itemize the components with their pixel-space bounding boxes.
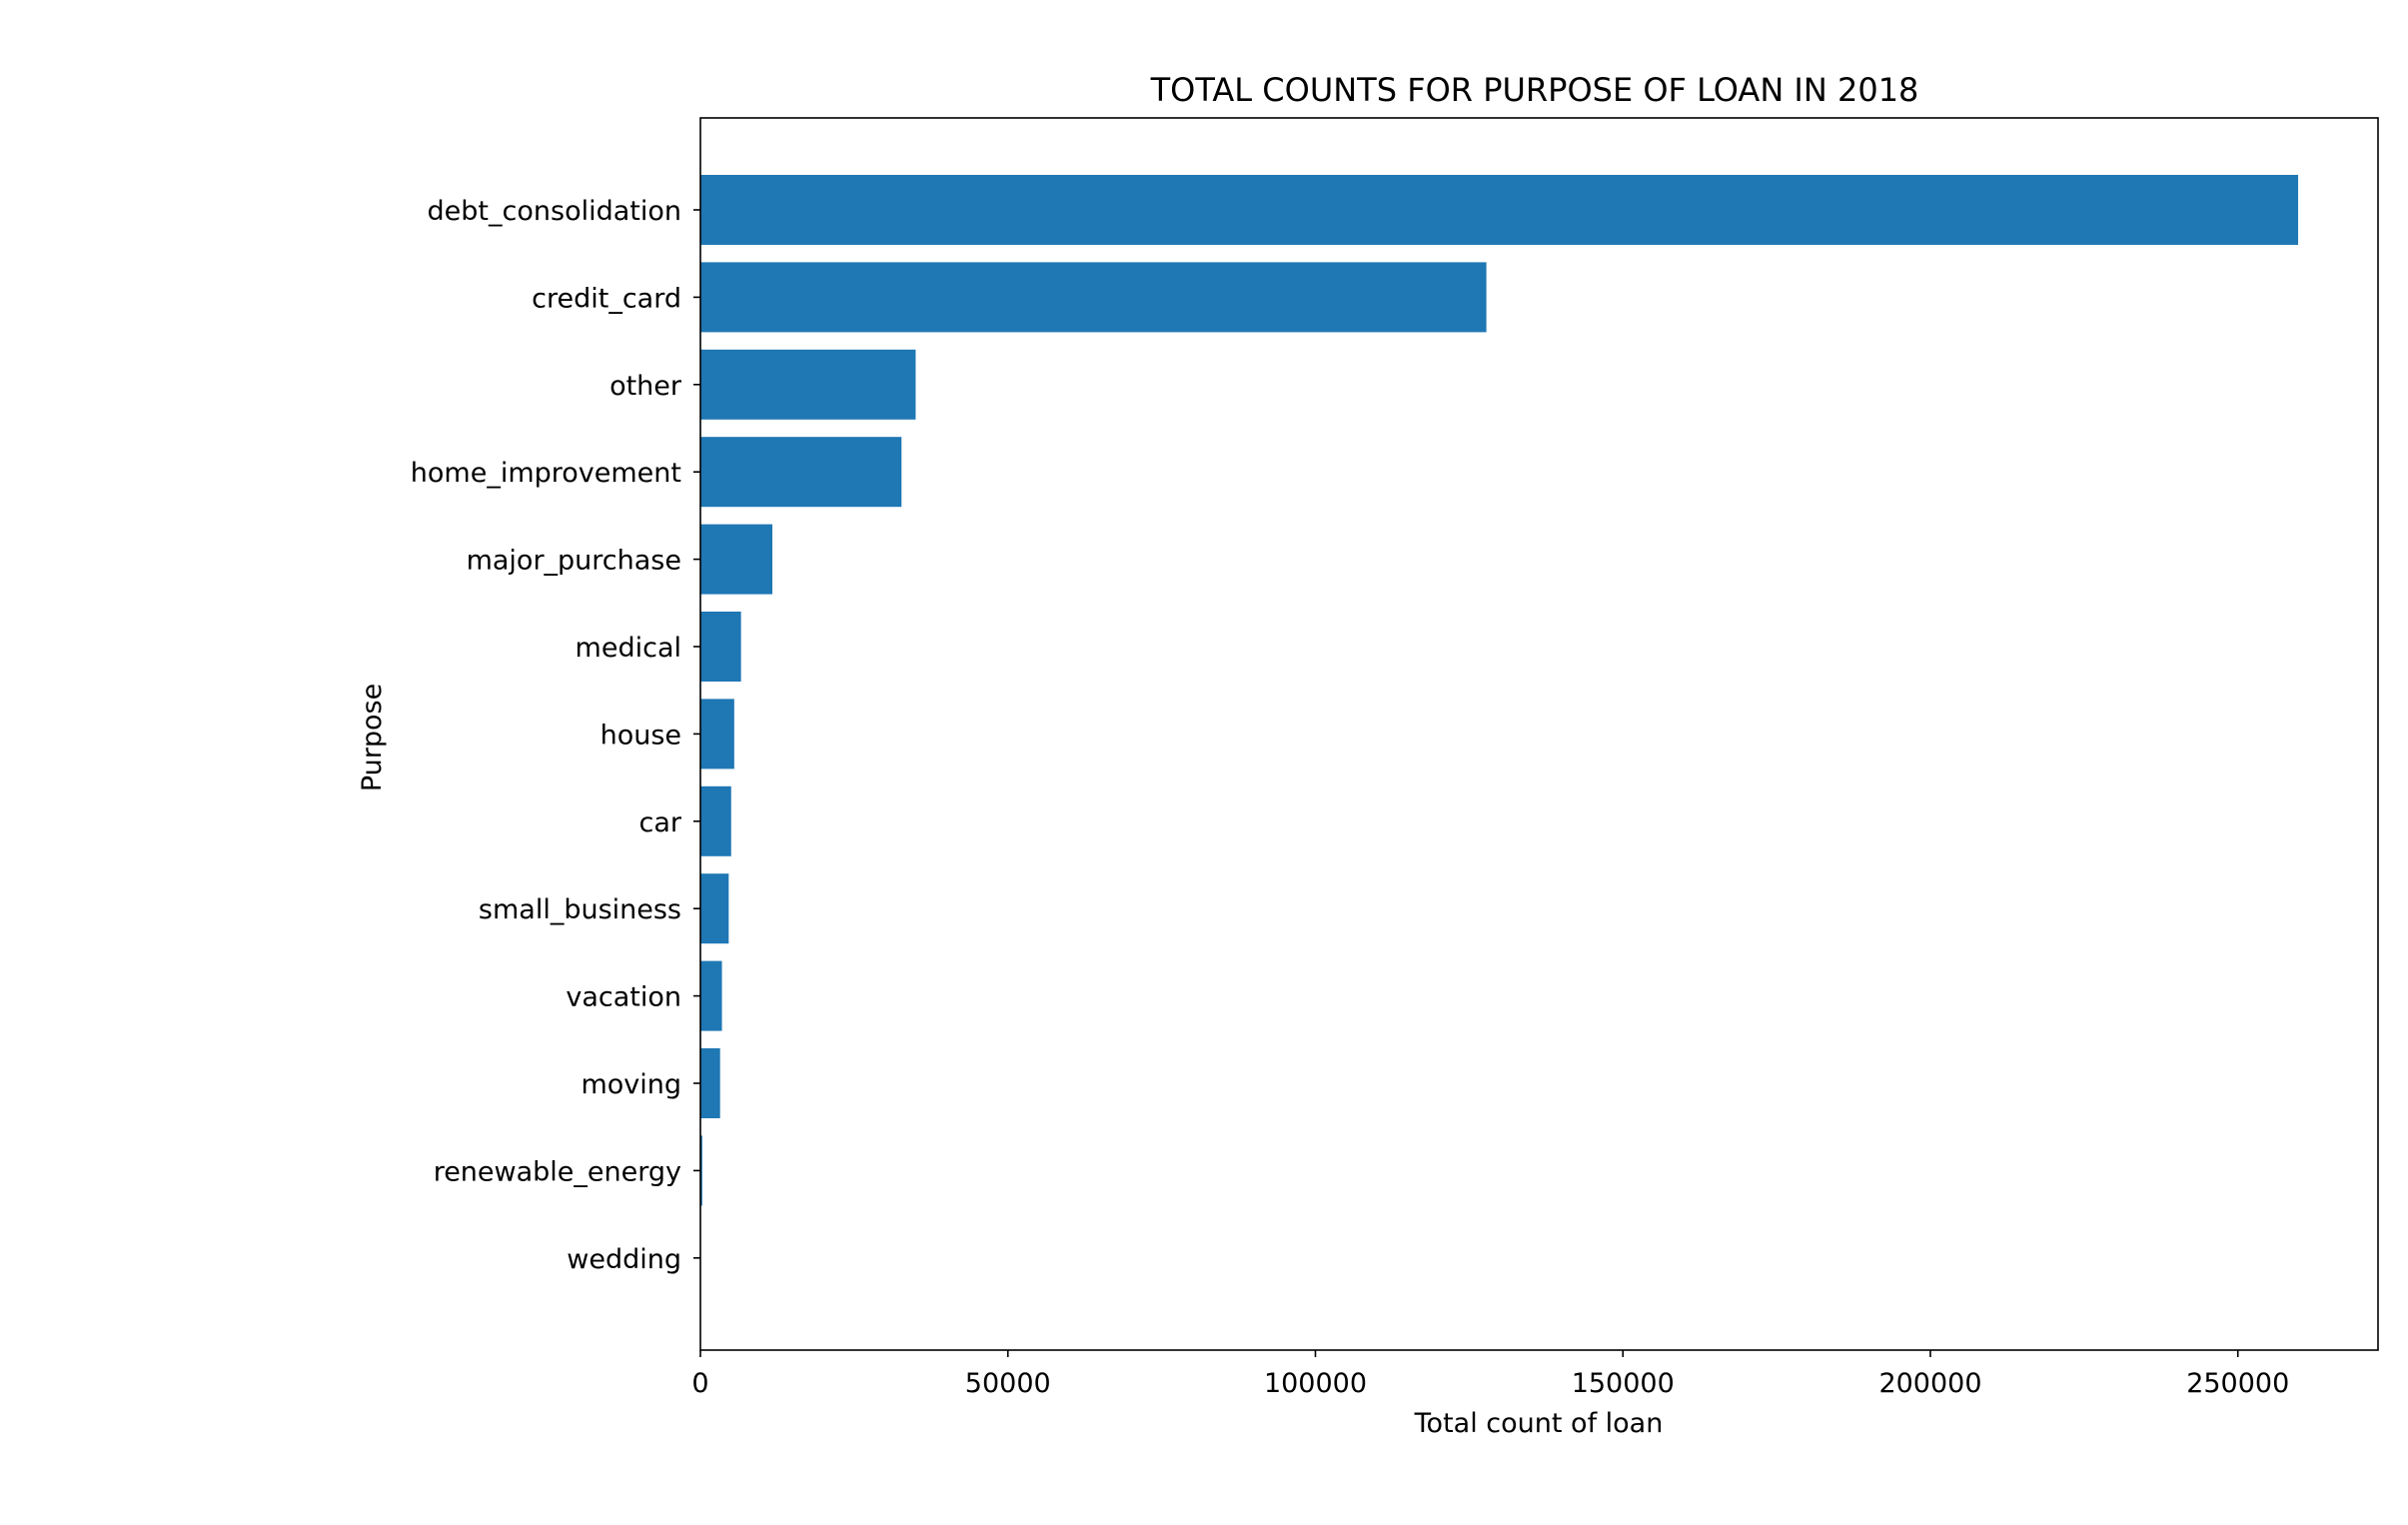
x-axis-label: Total count of loan: [1414, 1408, 1664, 1439]
chart-title: TOTAL COUNTS FOR PURPOSE OF LOAN IN 2018: [1150, 71, 1919, 109]
x-tick-label: 150000: [1572, 1368, 1675, 1399]
y-tick-label: car: [639, 807, 682, 838]
bar-debt-consolidation: [700, 175, 2298, 245]
y-tick-label: renewable_energy: [434, 1156, 681, 1187]
y-tick-label: vacation: [566, 982, 681, 1013]
x-tick-label: 0: [691, 1368, 708, 1399]
bar-credit-card: [700, 262, 1487, 332]
bar-home-improvement: [700, 437, 901, 507]
y-tick-label: other: [609, 371, 682, 402]
bar-house: [700, 699, 734, 768]
x-tick-label: 50000: [965, 1368, 1051, 1399]
y-tick-label: moving: [581, 1069, 681, 1100]
y-tick-label: small_business: [479, 894, 681, 925]
y-tick-label: home_improvement: [411, 458, 681, 489]
x-tick-label: 100000: [1264, 1368, 1367, 1399]
x-tick-label: 250000: [2186, 1368, 2289, 1399]
bar-other: [700, 350, 915, 420]
bar-moving: [700, 1048, 720, 1118]
bar-major-purchase: [700, 525, 772, 595]
bar-vacation: [700, 961, 722, 1031]
x-tick-label: 200000: [1878, 1368, 1981, 1399]
bar-medical: [700, 612, 741, 682]
y-tick-label: credit_card: [532, 283, 681, 314]
bar-car: [700, 786, 731, 856]
bar-small-business: [700, 873, 728, 943]
y-tick-label: debt_consolidation: [428, 196, 681, 227]
y-tick-label: medical: [576, 633, 681, 664]
y-tick-label: major_purchase: [467, 546, 681, 577]
y-tick-label: wedding: [567, 1244, 681, 1275]
y-axis-label: Purpose: [357, 684, 388, 791]
y-tick-label: house: [601, 720, 681, 751]
